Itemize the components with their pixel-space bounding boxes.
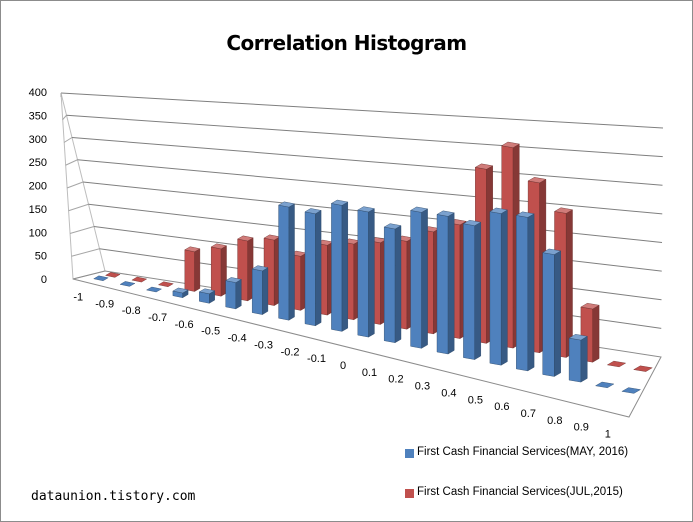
x-tick-label: -0.1 — [307, 353, 326, 365]
bar-red — [157, 281, 174, 288]
x-tick-label: 0.5 — [468, 394, 483, 406]
x-tick-label: 0 — [340, 360, 346, 372]
x-tick-label: 0.3 — [415, 381, 430, 393]
side-wall — [60, 92, 106, 280]
bar-red — [104, 272, 121, 278]
side-gridline — [66, 181, 84, 189]
x-tick-label: 0.7 — [521, 408, 536, 420]
x-tick-label: -0.3 — [254, 339, 273, 351]
bar-blue — [198, 288, 216, 304]
legend-label-jul-2015: First Cash Financial Services(JUL,2015) — [417, 486, 623, 498]
x-tick-label: 0.9 — [574, 422, 589, 434]
bar-red — [210, 243, 228, 297]
bar-blue — [93, 275, 109, 282]
bar-blue — [251, 265, 269, 315]
bar-blue — [119, 281, 136, 287]
gridline — [66, 114, 663, 158]
y-tick-label: 50 — [35, 251, 47, 263]
x-tick-label: -0.9 — [95, 298, 114, 310]
bar-blue — [436, 210, 455, 355]
side-gridline — [71, 248, 100, 257]
gridline — [77, 159, 663, 215]
floor — [72, 270, 662, 418]
bar-blue — [225, 277, 242, 310]
x-tick-label: 0.8 — [547, 415, 562, 427]
x-tick-label: -0.5 — [201, 326, 220, 338]
x-tick-label: 0.2 — [388, 374, 403, 386]
chart-title: Correlation Histogram — [226, 31, 467, 55]
x-tick-label: -0.4 — [228, 333, 247, 345]
side-gridline — [69, 226, 95, 234]
bar-red — [131, 276, 148, 283]
legend-label-may-2016: First Cash Financial Services(MAY, 2016) — [417, 446, 629, 458]
y-tick-label: 150 — [29, 204, 47, 216]
side-gridline — [68, 203, 89, 212]
bar-blue — [278, 201, 296, 321]
side-gridline — [62, 114, 67, 121]
x-tick-label: 0.1 — [362, 367, 377, 379]
bar-blue — [172, 287, 189, 299]
x-tick-label: -0.7 — [148, 312, 167, 324]
bar-red — [633, 365, 653, 372]
bar-blue — [594, 381, 615, 389]
x-tick-label: 0.4 — [441, 387, 456, 399]
side-gridline — [63, 137, 73, 143]
bar-blue — [330, 199, 349, 332]
x-tick-label: -0.6 — [175, 319, 194, 331]
x-tick-label: -1 — [73, 291, 83, 303]
y-tick-label: 350 — [29, 110, 47, 122]
bar-blue — [357, 206, 375, 338]
side-gridline — [65, 159, 78, 166]
bar-blue — [462, 219, 482, 360]
gridline — [71, 137, 663, 186]
legend-swatch-may-2016 — [405, 449, 414, 458]
bar-blue — [515, 211, 535, 372]
bar-red — [237, 235, 254, 302]
bar-blue — [383, 223, 402, 344]
bar-blue — [489, 207, 508, 366]
bar-blue — [304, 208, 322, 327]
bar-blue — [568, 334, 588, 383]
y-tick-label: 0 — [41, 274, 47, 286]
y-tick-label: 300 — [29, 134, 47, 146]
bar-blue — [542, 248, 562, 377]
legend-swatch-jul-2015 — [405, 489, 414, 498]
x-tick-label: 0.6 — [494, 401, 509, 413]
x-tick-label: 1 — [605, 429, 611, 441]
bar-blue — [410, 206, 429, 349]
y-tick-label: 400 — [29, 87, 47, 99]
watermark: dataunion.tistory.com — [31, 489, 196, 504]
y-tick-label: 200 — [29, 181, 47, 193]
bar-red — [184, 246, 201, 292]
x-tick-label: -0.2 — [281, 346, 300, 358]
x-tick-label: -0.8 — [122, 305, 141, 317]
y-tick-label: 100 — [29, 227, 47, 239]
bar-blue — [145, 286, 163, 293]
bar-red — [606, 360, 627, 368]
gridline — [60, 92, 664, 129]
y-tick-label: 250 — [29, 157, 47, 169]
bar-blue — [621, 387, 642, 394]
